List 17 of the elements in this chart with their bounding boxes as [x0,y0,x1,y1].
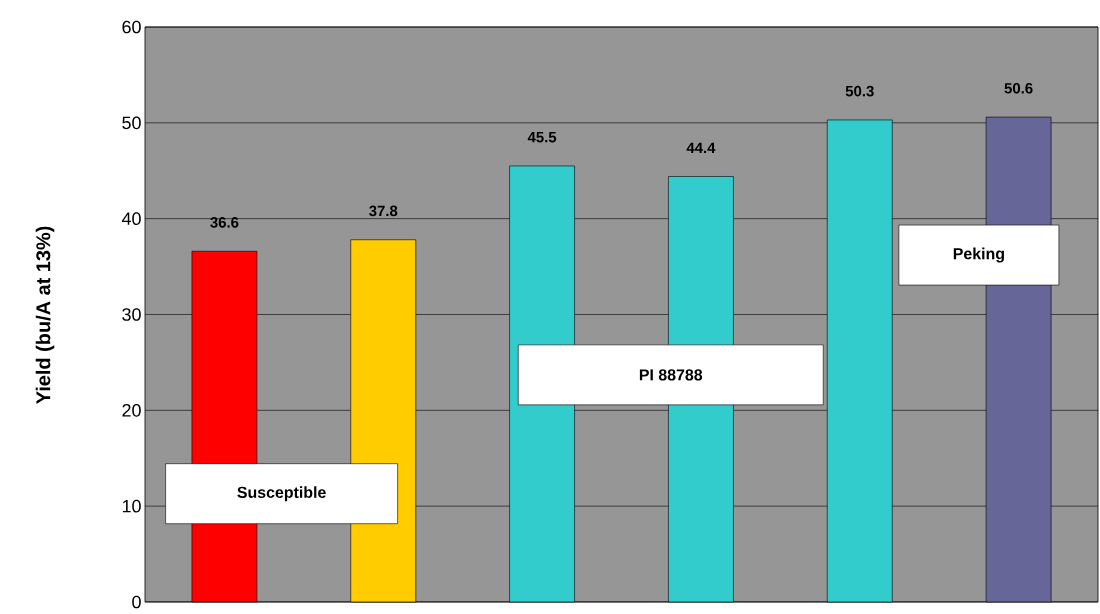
annotation: Susceptible [237,486,326,502]
y-tick-label: 10 [122,499,141,513]
y-axis-title: Yield (bu/A at 13%) [35,226,55,404]
data-label: 50.3 [845,85,874,97]
y-tick-label: 0 [132,595,141,609]
y-tick-label: 50 [122,116,141,130]
data-label: 50.6 [1004,82,1033,94]
y-tick-label: 20 [122,403,141,417]
data-label: 45.5 [527,132,557,143]
annotation: Peking [953,247,1004,263]
annotation: PI 88788 [639,369,703,381]
data-label: 44.4 [686,142,716,153]
data-label: 36.6 [210,217,239,228]
data-label: 37.8 [369,205,398,217]
y-tick-label: 60 [122,20,141,34]
y-tick-label: 40 [121,212,141,225]
y-tick-label: 30 [122,308,141,321]
